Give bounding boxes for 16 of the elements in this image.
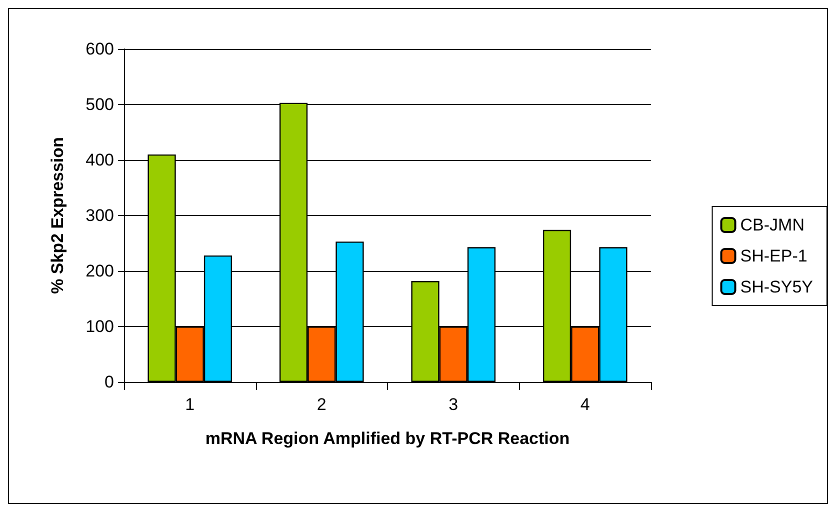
legend-label: SH-SY5Y [740,278,813,296]
x-tick-label: 1 [185,395,195,414]
y-tick-label: 0 [104,372,114,392]
x-axis-title: mRNA Region Amplified by RT-PCR Reaction [205,429,570,448]
y-tick-label: 200 [86,262,114,280]
y-tick-label: 400 [86,150,114,170]
x-tick-label: 3 [448,395,458,414]
x-tick-label: 2 [316,395,326,414]
y-tick-label: 300 [86,206,114,225]
y-tick-label: 600 [86,40,114,58]
x-tick-label: 4 [580,395,590,414]
legend-label: SH-EP-1 [740,246,808,266]
y-tick-label: 500 [86,95,114,114]
y-tick-label: 100 [86,317,114,336]
y-axis-title: % Skp2 Expression [48,137,67,294]
legend-label: CB-JMN [740,216,804,234]
